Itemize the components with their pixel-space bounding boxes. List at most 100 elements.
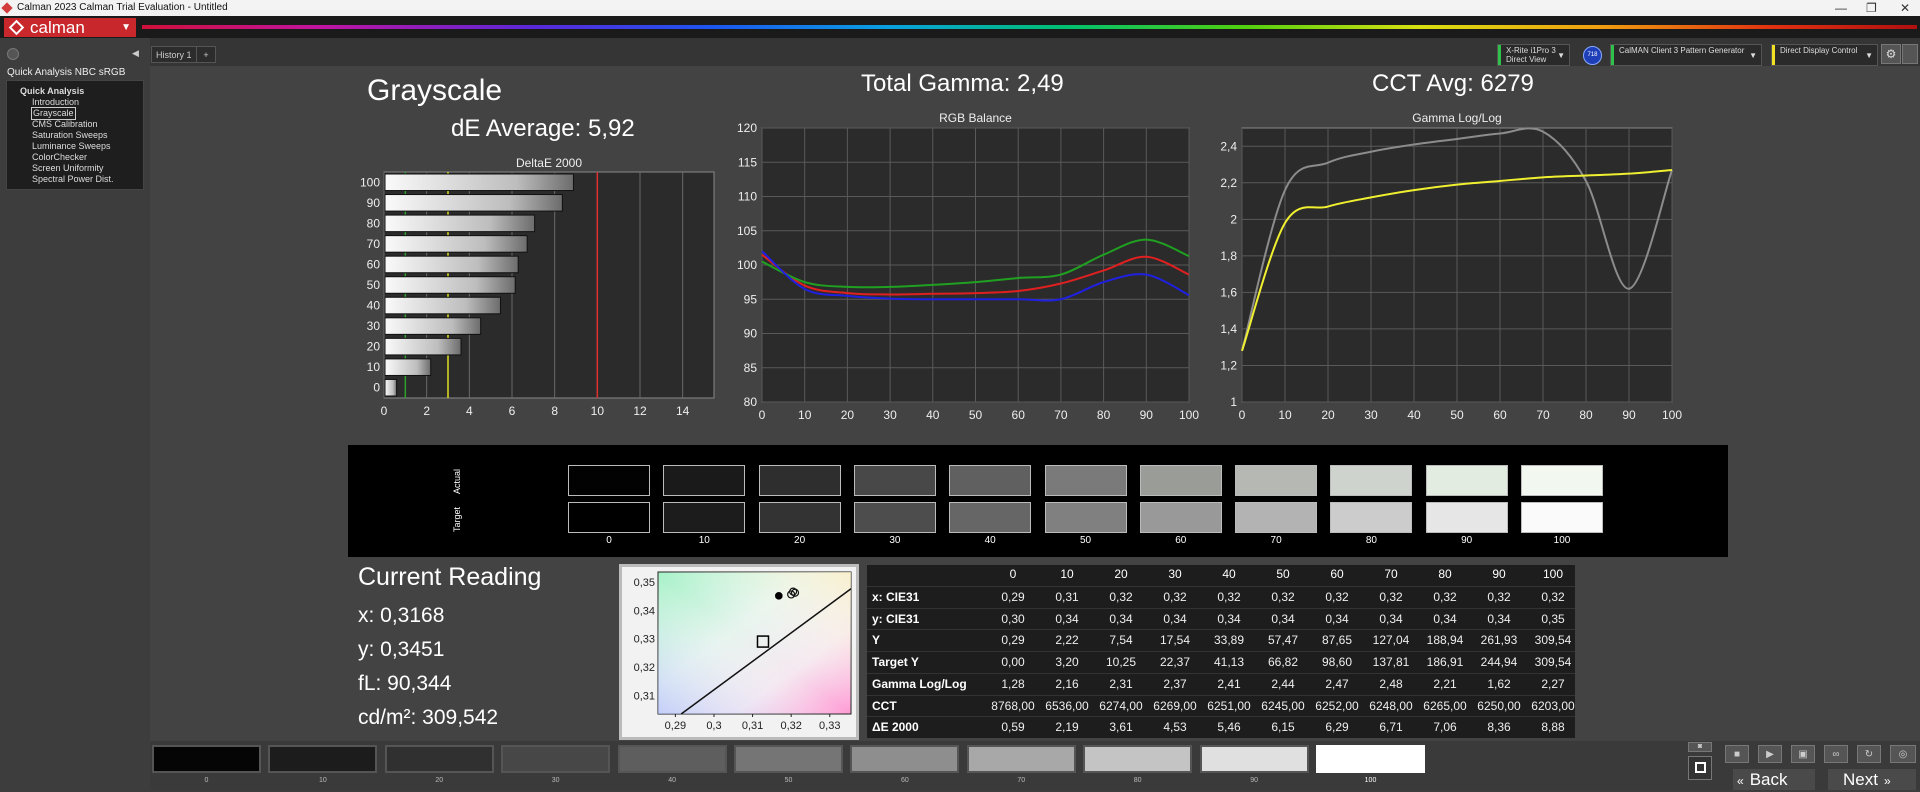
back-label: Back	[1749, 770, 1788, 789]
sidebar-item-screen-uniformity[interactable]: Screen Uniformity	[32, 163, 104, 173]
target-swatch	[853, 502, 936, 533]
level-swatch-90[interactable]	[1199, 745, 1309, 773]
cie-plot-tint	[658, 572, 851, 714]
display-control-status-bar	[1772, 45, 1775, 65]
next-button[interactable]: Next »	[1828, 769, 1916, 790]
sidebar-item-introduction[interactable]: Introduction	[32, 97, 80, 107]
back-button[interactable]: « Back	[1733, 769, 1815, 790]
level-swatch-20[interactable]	[384, 745, 494, 773]
cie-chart: 0,29 0,3 0,31 0,32 0,33 0,35 0,34 0,33 0,32 0,31	[634, 571, 852, 732]
reading-fl: fL: 90,344	[358, 672, 452, 695]
meter-selector[interactable]: X-Rite i1Pro 3 Direct View ▼	[1497, 44, 1570, 66]
display-control-selector[interactable]: Direct Display Control ▼	[1771, 44, 1878, 66]
stop-icon[interactable]: ■	[1725, 745, 1749, 763]
rgb-series-line	[761, 238, 1190, 289]
table-cell: 0,29	[1001, 590, 1025, 604]
cie-y-tick: 0,33	[634, 634, 655, 646]
close-icon[interactable]: ✕	[1900, 1, 1911, 15]
reading-cdm2: cd/m²: 309,542	[358, 706, 499, 729]
level-swatch-70[interactable]	[966, 745, 1076, 773]
cie-y-tick: 0,35	[634, 577, 655, 589]
table-cell: 2,41	[1217, 676, 1241, 691]
pattern-generator-selector[interactable]: CalMAN Client 3 Pattern Generator ▼	[1610, 44, 1762, 66]
current-reading: Current Reading x: 0,3168 y: 0,3451 fL: …	[358, 563, 541, 740]
deltae-bar	[384, 317, 482, 335]
level-swatch-80[interactable]	[1083, 745, 1193, 773]
sidebar-item-colorchecker[interactable]: ColorChecker	[32, 152, 88, 162]
actual-swatch	[1330, 465, 1413, 496]
minimize-icon[interactable]: —	[1835, 1, 1847, 15]
gear-icon[interactable]: ⚙	[1881, 44, 1901, 64]
level-swatch-30[interactable]	[501, 745, 611, 773]
table-row: Y 0,29 2,22 7,54 17,54 33,89 57,47 87,65 127,04 1…	[867, 629, 1575, 650]
table-cell: 244,94	[1480, 655, 1518, 670]
sidebar-item-luminance-sweeps[interactable]: Luminance Sweeps	[32, 141, 111, 151]
deltae-bar	[384, 235, 528, 253]
window-layout-icon[interactable]	[1902, 44, 1918, 64]
level-swatch-10[interactable]	[268, 745, 378, 773]
actual-swatch	[853, 465, 936, 496]
tab-history-1[interactable]: History 1	[151, 46, 197, 63]
table-cell: 309,54	[1534, 655, 1572, 670]
sidebar-item-saturation-sweeps[interactable]: Saturation Sweeps	[32, 130, 108, 140]
level-swatch-60[interactable]	[850, 745, 960, 773]
collapse-sidebar-icon[interactable]: ◀	[132, 48, 139, 58]
back-circle-icon[interactable]	[7, 48, 19, 60]
gamma-x-tick: 70	[1536, 408, 1550, 422]
target-swatch	[1044, 502, 1127, 533]
deltae-bar	[384, 276, 516, 294]
gamma-series-line	[1241, 127, 1673, 352]
gamma-y-tick: 1	[1230, 395, 1237, 409]
sidebar-item-grayscale[interactable]: Grayscale	[31, 107, 76, 120]
gamma-x-tick: 50	[1450, 408, 1464, 422]
level-swatch-0[interactable]	[152, 745, 261, 773]
cie-current-point	[775, 592, 783, 600]
table-cell: 0,34	[1487, 611, 1511, 626]
cie-x-tick: 0,3	[706, 720, 721, 732]
cct-average: CCT Avg: 6279	[1372, 70, 1534, 97]
deltae-x-tick: 10	[591, 404, 605, 418]
level-swatch-40[interactable]	[617, 745, 727, 773]
level-swatch-label: 80	[1133, 777, 1142, 784]
target-swatch	[758, 502, 841, 533]
sidebar-item-spectral-power[interactable]: Spectral Power Dist.	[32, 174, 114, 184]
table-row-label: Y	[872, 633, 881, 648]
meter-badge[interactable]: 718	[1583, 46, 1602, 65]
table-row: Gamma Log/Log 1,28 2,16 2,31 2,37 2,41 2,44 2,4…	[867, 672, 1575, 694]
restore-icon[interactable]: ❐	[1866, 1, 1877, 15]
deltae-bar	[384, 194, 563, 212]
level-swatch-100[interactable]	[1316, 745, 1425, 773]
actual-swatch	[663, 465, 746, 496]
level-swatch-50[interactable]	[734, 745, 843, 773]
table-cell: 10,25	[1105, 655, 1137, 670]
tree-root-quick-analysis[interactable]: Quick Analysis	[20, 86, 85, 96]
gamma-x-tick: 30	[1364, 408, 1378, 422]
table-row: x: CIE31 0,29 0,31 0,32 0,32 0,32 0,32 0,32 0,32…	[867, 586, 1575, 607]
play-icon[interactable]: ▶	[1758, 745, 1782, 763]
logo-text: calman	[30, 18, 85, 37]
swatch-level-label: 90	[1461, 535, 1473, 546]
table-cell: 0,31	[1055, 590, 1079, 604]
sidebar-item-cms-calibration[interactable]: CMS Calibration	[32, 119, 98, 129]
camera-icon[interactable]: ◙	[1688, 742, 1712, 752]
refresh-icon[interactable]: ↻	[1857, 745, 1881, 763]
settings-icon[interactable]: ◎	[1890, 745, 1916, 763]
stop-button[interactable]	[1688, 756, 1712, 780]
table-cell: 2,22	[1055, 633, 1079, 648]
calman-menu-button[interactable]: calman ▼	[4, 18, 136, 37]
table-cell: 0,32	[1433, 590, 1457, 604]
gamma-x-tick: 40	[1407, 408, 1421, 422]
table-cell: 4,53	[1163, 720, 1187, 735]
save-icon[interactable]: ▣	[1791, 745, 1815, 763]
level-swatch-label: 60	[900, 777, 909, 784]
deltae-bar	[384, 337, 462, 356]
table-cell: 6,15	[1271, 720, 1295, 735]
table-column-header: 40	[1222, 567, 1236, 581]
add-tab-button[interactable]: +	[196, 46, 216, 63]
loop-icon[interactable]: ∞	[1824, 745, 1848, 763]
table-cell: 0,34	[1379, 611, 1403, 626]
table-cell: 6536,00	[1045, 698, 1089, 713]
actual-swatch	[1521, 465, 1603, 496]
workflow-tree: Quick Analysis Introduction Grayscale CM…	[6, 80, 144, 190]
target-swatch	[1235, 502, 1318, 533]
